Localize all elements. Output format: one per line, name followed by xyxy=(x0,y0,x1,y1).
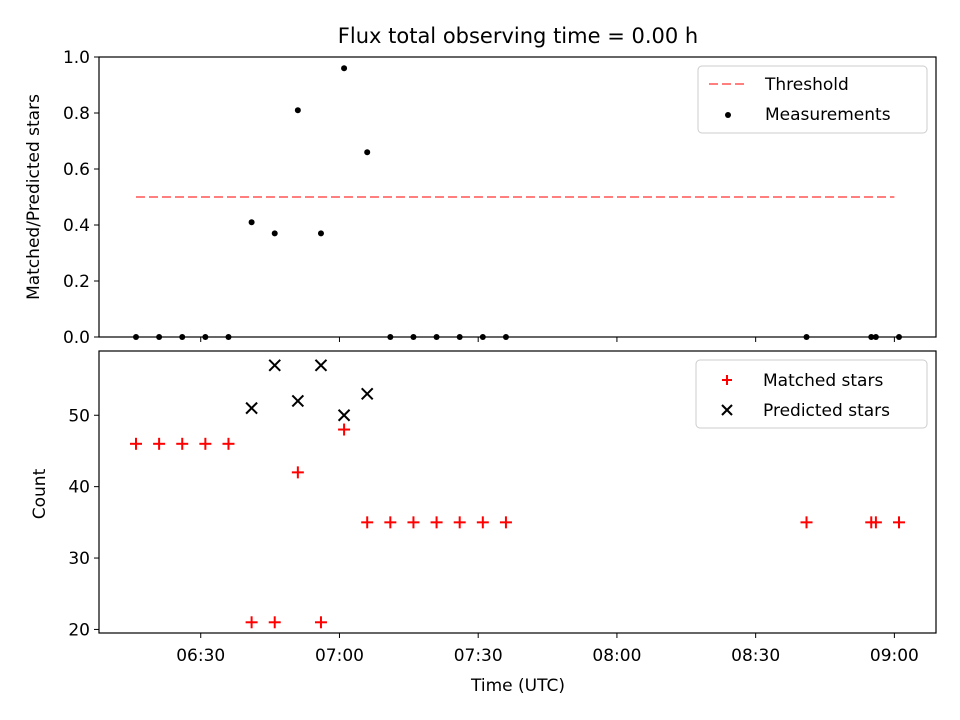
measurement-point xyxy=(156,334,163,340)
x-tick-label: 08:30 xyxy=(731,646,780,666)
measurement-point xyxy=(456,334,463,340)
top-panel: 0.0 0.2 0.4 0.6 0.8 1.0 Threshold Measurements xyxy=(63,48,937,348)
measurement-point xyxy=(868,334,875,340)
matched-star-point xyxy=(893,516,906,529)
measurement-point xyxy=(202,334,209,340)
measurement-point xyxy=(248,219,255,226)
bottom-panel: 20 30 40 50 06:30 07:00 07:30 08:00 08:30 09:00 Ma… xyxy=(68,350,937,666)
matched-star-point xyxy=(499,516,512,529)
chart-title: Flux total observing time = 0.00 h xyxy=(338,24,698,48)
bottom-legend: Matched stars Predicted stars xyxy=(695,359,928,429)
matched-star-point xyxy=(199,437,212,450)
predicted-star-point xyxy=(291,394,305,408)
predicted-star-point xyxy=(245,401,258,415)
legend-predicted-swatch xyxy=(721,404,733,416)
predicted-star-point xyxy=(314,359,328,372)
matched-star-point xyxy=(222,437,235,450)
x-axis-label: Time (UTC) xyxy=(470,676,565,696)
matched-star-point xyxy=(361,516,374,529)
y-tick-label: 50 xyxy=(68,406,90,426)
matched-star-point xyxy=(129,437,142,450)
x-tick-label: 07:30 xyxy=(454,646,503,666)
top-legend: Threshold Measurements xyxy=(697,65,928,134)
y-tick-label: 0.6 xyxy=(63,160,90,180)
measurement-point xyxy=(225,334,232,340)
measurement-point xyxy=(479,334,486,340)
x-tick-label: 09:00 xyxy=(870,646,919,666)
top-legend-box xyxy=(697,65,928,134)
y-tick-label: 0.4 xyxy=(63,216,90,236)
legend-measurements-swatch xyxy=(725,112,731,118)
bottom-panel-frame xyxy=(98,350,937,634)
matched-star-point xyxy=(800,516,813,529)
bottom-legend-box xyxy=(695,359,928,429)
matched-star-point xyxy=(268,616,281,629)
top-panel-frame xyxy=(98,56,937,338)
matched-star-point xyxy=(430,516,443,529)
y-tick-label: 40 xyxy=(68,478,90,498)
matched-star-point xyxy=(176,437,189,450)
measurement-point xyxy=(502,334,509,340)
measurement-point xyxy=(364,149,371,156)
top-y-axis-label: Matched/Predicted stars xyxy=(24,94,44,300)
x-tick-label: 06:30 xyxy=(176,646,225,666)
x-tick-label: 07:00 xyxy=(315,646,364,666)
matched-star-point xyxy=(476,516,489,529)
measurement-point xyxy=(132,334,139,340)
measurement-point xyxy=(387,334,394,340)
y-tick-label: 0.2 xyxy=(63,272,90,292)
y-tick-label: 0.0 xyxy=(63,328,90,348)
legend-threshold-label: Threshold xyxy=(764,75,849,95)
measurement-point xyxy=(896,334,903,340)
measurement-point xyxy=(803,334,810,340)
legend-measurements-label: Measurements xyxy=(765,105,891,125)
predicted-star-point xyxy=(268,359,281,372)
measurement-point xyxy=(179,334,186,340)
matched-star-point xyxy=(291,466,304,479)
matched-star-point xyxy=(869,516,882,529)
measurement-point xyxy=(433,334,440,340)
matched-star-point xyxy=(314,616,327,629)
matched-star-point xyxy=(153,437,166,450)
matched-star-point xyxy=(407,516,420,529)
matched-star-point xyxy=(384,516,397,529)
predicted-star-point xyxy=(337,409,351,422)
matched-star-point xyxy=(245,616,258,629)
measurement-point xyxy=(872,334,879,340)
matched-star-point xyxy=(338,423,351,436)
y-tick-label: 30 xyxy=(68,549,90,569)
bottom-y-axis-label: Count xyxy=(30,468,50,519)
measurement-point xyxy=(410,334,417,340)
x-tick-label: 08:00 xyxy=(592,646,641,666)
predicted-star-point xyxy=(361,387,374,401)
legend-matched-swatch xyxy=(722,375,732,385)
legend-matched-label: Matched stars xyxy=(763,371,883,391)
y-tick-label: 1.0 xyxy=(63,48,90,68)
measurement-point xyxy=(294,107,301,114)
matched-star-point xyxy=(453,516,466,529)
y-tick-label: 0.8 xyxy=(63,104,90,124)
y-tick-label: 20 xyxy=(68,620,90,640)
legend-predicted-label: Predicted stars xyxy=(763,401,890,421)
measurement-point xyxy=(317,230,324,237)
measurement-point xyxy=(271,230,278,237)
measurement-point xyxy=(341,65,348,72)
